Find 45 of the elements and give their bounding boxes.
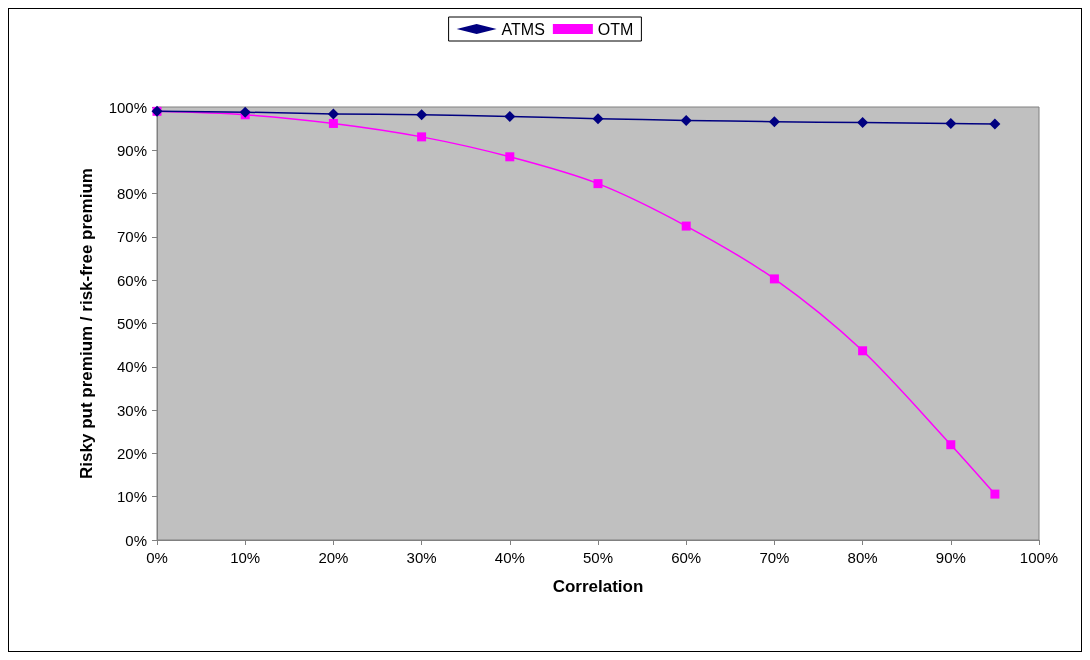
point (504, 111, 516, 123)
point (769, 274, 779, 284)
point (989, 118, 1001, 130)
point (990, 489, 1000, 499)
y-tick-label: 40% (116, 358, 147, 376)
y-tick-label: 60% (116, 271, 147, 289)
legend-label: ATMS (501, 20, 545, 38)
point (857, 117, 869, 129)
y-tick-label: 70% (116, 228, 147, 246)
point (768, 116, 780, 128)
point (592, 113, 604, 125)
x-tick-label: 80% (847, 549, 878, 566)
point (328, 118, 338, 128)
y-tick-label: 80% (116, 185, 147, 203)
y-tick-label: 90% (116, 141, 147, 159)
point (505, 152, 515, 162)
y-tick-label: 50% (116, 315, 147, 332)
x-tick-label: 0% (146, 549, 168, 566)
x-tick-label: 30% (406, 549, 437, 566)
x-tick-label: 70% (759, 549, 790, 566)
point (858, 346, 868, 356)
point (680, 114, 692, 126)
point (239, 106, 251, 118)
x-tick-label: 60% (671, 549, 702, 566)
y-tick-label: 100% (108, 98, 147, 116)
legend-label: OTM (597, 20, 634, 38)
y-axis-title: Risky put premium / risk-free premium (77, 168, 96, 479)
point (416, 109, 428, 121)
point (946, 440, 956, 450)
x-tick-label: 40% (494, 549, 525, 566)
point (327, 108, 339, 120)
y-tick-label: 30% (116, 401, 147, 419)
point (681, 221, 691, 231)
point (945, 117, 957, 129)
x-tick-label: 50% (582, 549, 614, 566)
point (593, 179, 603, 189)
x-tick-label: 20% (318, 549, 349, 566)
x-tick-label: 100% (1019, 549, 1059, 566)
y-tick-label: 20% (116, 444, 147, 462)
x-tick-label: 10% (230, 549, 261, 566)
x-tick-label: 90% (935, 549, 966, 566)
y-tick-label: 0% (125, 531, 147, 549)
y-tick-label: 10% (116, 488, 147, 506)
point (417, 132, 427, 142)
x-axis-title: Correlation (552, 577, 644, 596)
